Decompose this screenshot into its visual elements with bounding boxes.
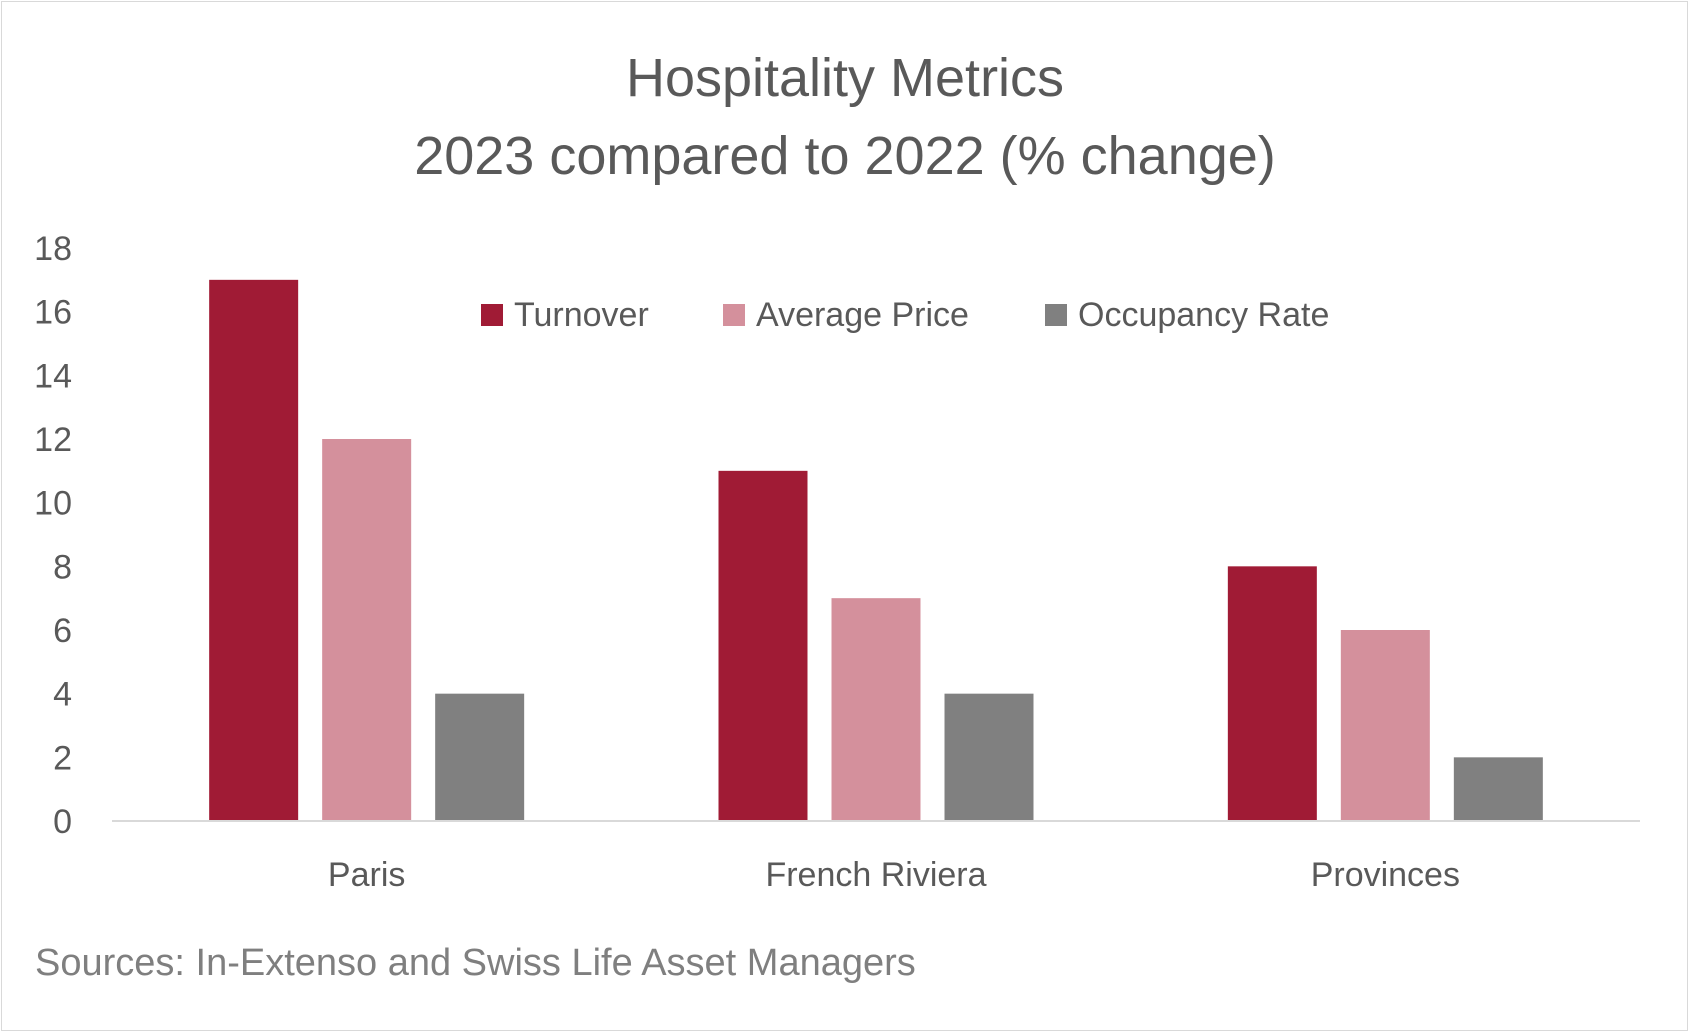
y-tick-label: 2 (53, 739, 72, 777)
legend-swatch (1045, 304, 1067, 326)
y-tick-label: 10 (34, 485, 72, 523)
bar-occupancy-rate-provinces (1453, 757, 1543, 821)
bar-turnover-provinces (1227, 566, 1317, 821)
x-tick-label: Paris (328, 856, 405, 894)
bar-occupancy-rate-paris (435, 693, 525, 821)
legend-label: Turnover (514, 296, 649, 334)
legend: Turnover Average Price Occupancy Rate (481, 296, 1329, 334)
x-tick-label: French Riviera (765, 856, 986, 894)
legend-swatch (481, 304, 503, 326)
bar-turnover-french-riviera (718, 470, 808, 821)
y-axis: 0 2 4 6 8 10 12 14 16 18 (34, 230, 72, 841)
y-tick-label: 8 (53, 548, 72, 586)
chart-title: Hospitality Metrics (626, 48, 1064, 108)
y-tick-label: 4 (53, 676, 72, 714)
bar-occupancy-rate-french-riviera (944, 693, 1034, 821)
x-axis-labels: Paris French Riviera Provinces (328, 856, 1460, 894)
bar-average-price-french-riviera (831, 598, 921, 821)
legend-swatch (723, 304, 745, 326)
y-tick-label: 14 (34, 357, 72, 395)
source-note: Sources: In-Extenso and Swiss Life Asset… (35, 942, 916, 984)
chart-subtitle: 2023 compared to 2022 (% change) (414, 126, 1276, 186)
y-tick-label: 6 (53, 612, 72, 650)
y-tick-label: 18 (34, 230, 72, 268)
y-tick-label: 0 (53, 803, 72, 841)
legend-label: Average Price (756, 296, 969, 334)
y-tick-label: 12 (34, 421, 72, 459)
bar-group (209, 279, 1543, 821)
x-tick-label: Provinces (1311, 856, 1460, 894)
bar-average-price-provinces (1340, 630, 1430, 821)
bar-turnover-paris (209, 279, 299, 821)
legend-label: Occupancy Rate (1078, 296, 1329, 334)
y-tick-label: 16 (34, 294, 72, 332)
bar-average-price-paris (322, 439, 412, 821)
